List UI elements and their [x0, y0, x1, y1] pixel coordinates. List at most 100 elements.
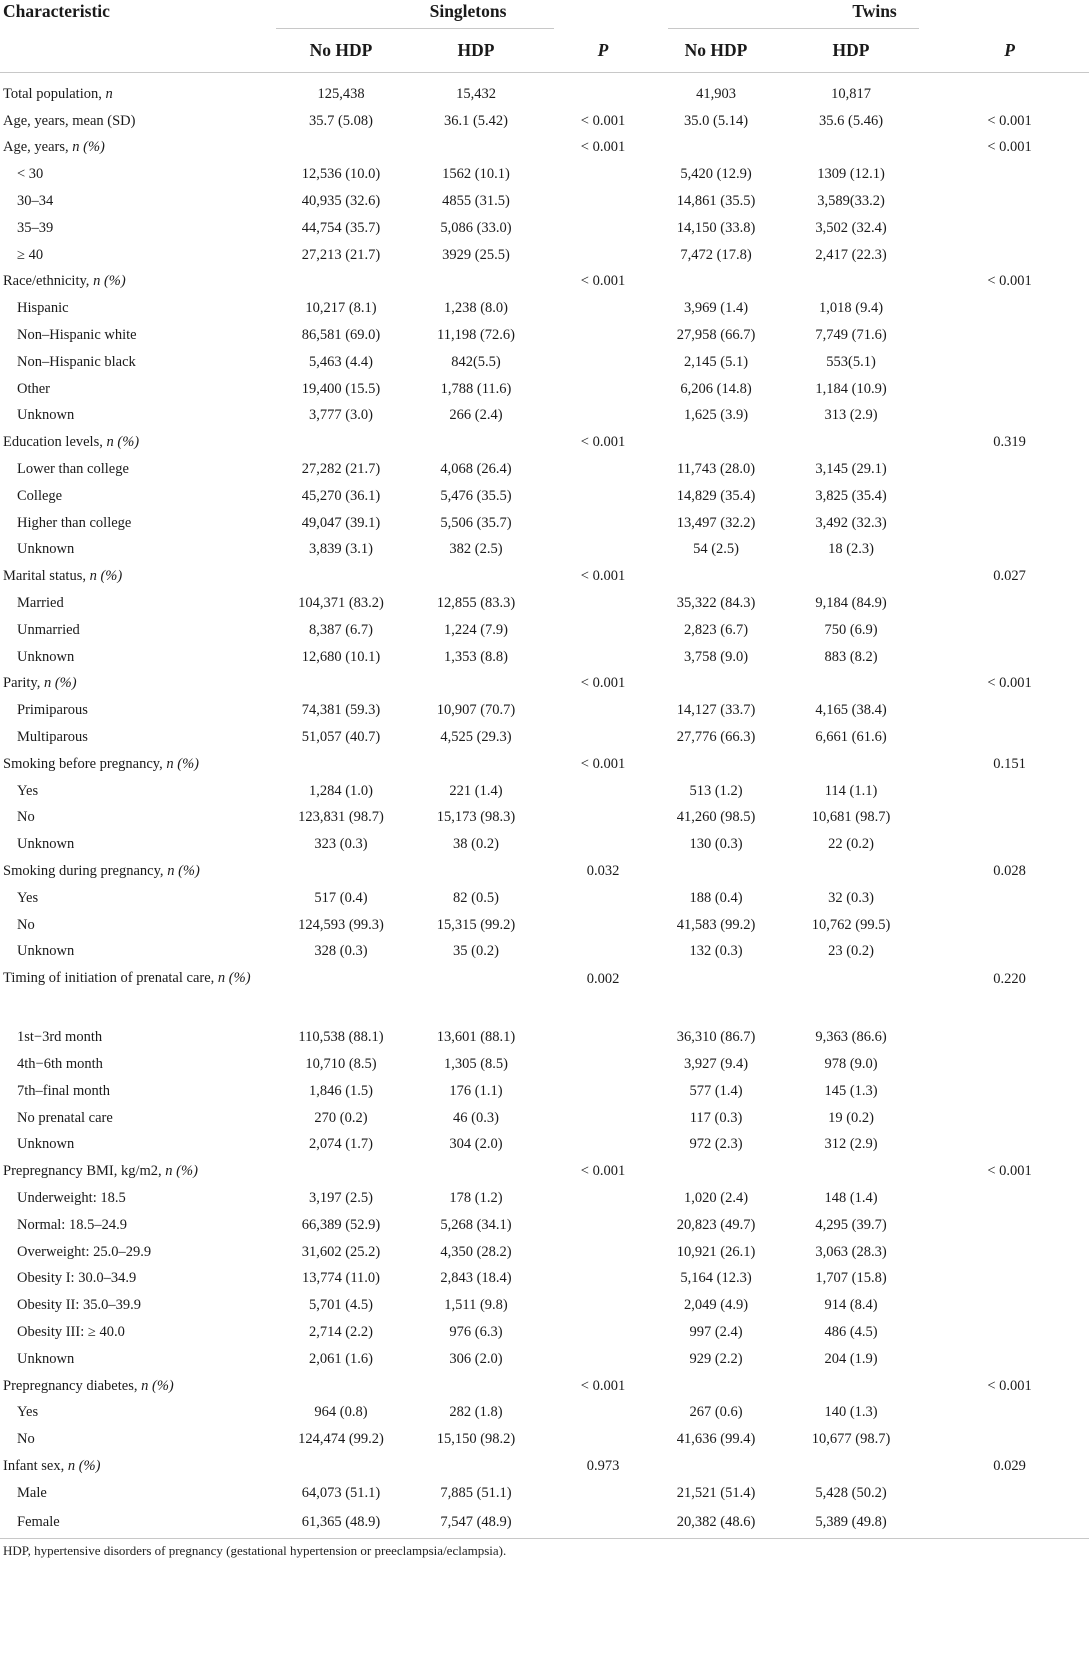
table-row: Prepregnancy diabetes, n (%) < 0.001 < 0.0… [0, 1373, 1089, 1400]
row-label: Age, years, mean (SD) [0, 108, 276, 135]
row-label-text: Obesity I: 30.0–34.9 [17, 1270, 137, 1287]
cell-s-hdp [406, 429, 546, 456]
cell-t-p [930, 1212, 1089, 1239]
cell-t-no: 1,020 (2.4) [684, 1189, 749, 1206]
cell-t-no: 3,927 (9.4) [684, 1055, 749, 1072]
table-row: Lower than college 27,282 (21.7) 4,068 (26… [0, 456, 1089, 483]
header-singletons: Singletons [276, 0, 660, 29]
table-row: Male 64,073 (51.1) 7,885 (51.1) 21,521 (51.… [0, 1480, 1089, 1507]
cell-s-hdp: 1,353 (8.8) [443, 648, 509, 665]
row-label: Higher than college [0, 510, 276, 537]
row-label: Normal: 18.5–24.9 [0, 1212, 276, 1239]
cell-t-p [930, 73, 1089, 108]
cell-t-no: 972 (2.3) [689, 1136, 743, 1153]
cell-t-hdp: 1309 (12.1) [817, 166, 885, 183]
row-label: Unknown [0, 1131, 276, 1158]
table-row: Total population, n 125,438 15,432 41,903 10… [0, 73, 1089, 108]
cell-s-no: 964 (0.8) [314, 1404, 368, 1421]
cell-t-hdp [772, 965, 930, 1024]
row-label-unit: n (%) [93, 273, 126, 290]
cell-s-p [546, 644, 660, 671]
cell-t-no: 2,823 (6.7) [684, 621, 749, 638]
row-label: Unknown [0, 831, 276, 858]
cell-t-no: 11,743 (28.0) [677, 461, 756, 478]
row-label-text: Non–Hispanic black [17, 353, 136, 370]
cell-t-hdp: 3,492 (32.3) [815, 514, 887, 531]
cell-s-hdp: 15,150 (98.2) [436, 1431, 516, 1448]
cell-t-hdp: 9,184 (84.9) [815, 595, 887, 612]
row-label-text: Unknown [17, 648, 75, 665]
table-body: Total population, n 125,438 15,432 41,903 10… [0, 73, 1089, 1539]
cell-s-p [546, 73, 660, 108]
cell-s-p [546, 912, 660, 939]
row-label-text: Male [17, 1484, 47, 1501]
cell-s-no [276, 671, 406, 698]
row-label-text: Married [17, 595, 64, 612]
row-label: Age, years, n (%) [0, 135, 276, 162]
cell-t-no: 20,382 (48.6) [660, 1506, 773, 1539]
cell-t-no: 132 (0.3) [689, 943, 743, 960]
row-label: 1st−3rd month [0, 1024, 276, 1051]
table-row: Underweight: 18.5 3,197 (2.5) 178 (1.2) 1,0… [0, 1185, 1089, 1212]
row-label-text: College [17, 487, 63, 504]
row-label: Yes [0, 1399, 276, 1426]
row-label: Overweight: 25.0–29.9 [0, 1239, 276, 1266]
cell-s-no: 61,365 (48.9) [276, 1506, 406, 1539]
cell-s-hdp: 12,855 (83.3) [436, 595, 516, 612]
table-row: Unknown 2,074 (1.7) 304 (2.0) 972 (2.3) 312 … [0, 1131, 1089, 1158]
header-characteristic: Characteristic [3, 1, 110, 21]
cell-s-no: 64,073 (51.1) [301, 1484, 381, 1501]
cell-s-p [546, 939, 660, 966]
cell-t-no: 41,583 (99.2) [676, 916, 756, 933]
row-label-text: No [17, 809, 35, 826]
table-row: Unknown 328 (0.3) 35 (0.2) 132 (0.3) 23 (0.2… [0, 939, 1089, 966]
cell-s-hdp: 3929 (25.5) [442, 246, 510, 263]
cell-t-hdp: 312 (2.9) [824, 1136, 878, 1153]
table-row: Age, years, mean (SD) 35.7 (5.08) 36.1 (5.… [0, 108, 1089, 135]
cell-t-hdp: 3,063 (28.3) [815, 1243, 887, 1260]
cell-t-no: 577 (1.4) [689, 1082, 743, 1099]
cell-t-hdp: 3,502 (32.4) [815, 219, 887, 236]
cell-t-no: 5,420 (12.9) [680, 166, 752, 183]
row-label: 35–39 [0, 215, 276, 242]
row-label-text: < 30 [17, 166, 44, 183]
cell-s-p [546, 349, 660, 376]
row-label: Unknown [0, 939, 276, 966]
row-label: Unknown [0, 537, 276, 564]
cell-s-hdp: 178 (1.2) [449, 1189, 503, 1206]
cell-s-p [546, 1051, 660, 1078]
cell-s-p: < 0.001 [580, 675, 626, 692]
cell-s-no: 3,777 (3.0) [308, 407, 374, 424]
cell-t-hdp: 4,165 (38.4) [815, 702, 887, 719]
row-label-text: Yes [17, 889, 39, 906]
cell-s-hdp [406, 135, 546, 162]
cell-t-no: 36,310 (86.7) [676, 1029, 756, 1046]
cell-t-p [930, 1105, 1089, 1132]
cell-s-no: 270 (0.2) [314, 1109, 368, 1126]
row-label: Hispanic [0, 295, 276, 322]
cell-t-hdp: 486 (4.5) [824, 1323, 878, 1340]
table-row: 30–34 40,935 (32.6) 4855 (31.5) 14,861 (35.… [0, 188, 1089, 215]
cell-t-p [930, 805, 1089, 832]
cell-t-p [930, 1399, 1089, 1426]
cell-s-hdp: 1,224 (7.9) [443, 621, 509, 638]
cell-t-no: 35.0 (5.14) [684, 112, 749, 129]
cell-s-hdp: 1,305 (8.5) [443, 1055, 509, 1072]
row-label-text: Normal: 18.5–24.9 [17, 1216, 127, 1233]
cell-s-no: 66,389 (52.9) [301, 1216, 381, 1233]
cell-t-p [930, 483, 1089, 510]
cell-s-no: 12,536 (10.0) [301, 166, 381, 183]
cell-t-hdp: 914 (8.4) [824, 1297, 878, 1314]
row-label: Primiparous [0, 697, 276, 724]
cell-s-hdp: 221 (1.4) [449, 782, 503, 799]
cell-s-hdp: 976 (6.3) [449, 1323, 503, 1340]
cell-s-hdp: 304 (2.0) [449, 1136, 503, 1153]
cell-s-p [546, 1399, 660, 1426]
cell-t-p [930, 1292, 1089, 1319]
cell-t-no: 10,921 (26.1) [676, 1243, 756, 1260]
row-label: Obesity II: 35.0–39.9 [0, 1292, 276, 1319]
cell-t-p [930, 831, 1089, 858]
cell-t-p [930, 697, 1089, 724]
row-label-text: Smoking during pregnancy, [3, 863, 168, 879]
cell-t-hdp: 750 (6.9) [824, 621, 878, 638]
